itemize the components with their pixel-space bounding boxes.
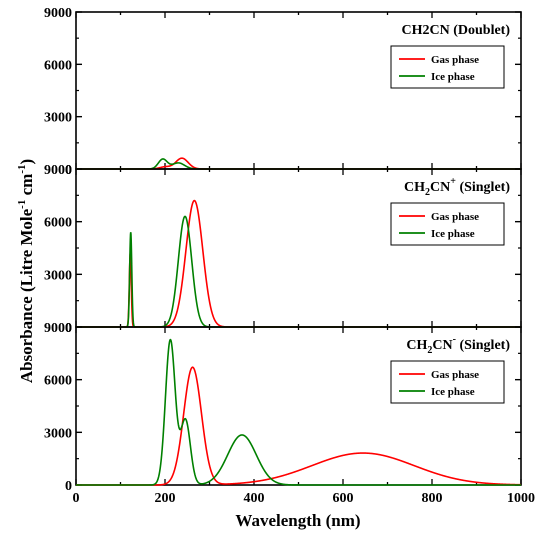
legend-label: Gas phase	[431, 54, 479, 66]
y-tick-label: 0	[65, 163, 72, 178]
x-tick-label: 800	[422, 491, 443, 506]
y-tick-label: 9000	[44, 163, 72, 178]
legend-label: Ice phase	[431, 228, 475, 240]
y-tick-label: 9000	[44, 6, 72, 21]
x-tick-label: 0	[73, 491, 80, 506]
legend-label: Gas phase	[431, 369, 479, 381]
x-tick-label: 400	[244, 491, 265, 506]
y-tick-label: 3000	[44, 111, 72, 126]
y-tick-label: 6000	[44, 216, 72, 231]
y-tick-label: 6000	[44, 374, 72, 389]
y-axis-label-text: Absorbance (Litre Mole-1 cm-1)	[16, 159, 36, 383]
legend-box	[390, 45, 505, 89]
legend-label: Ice phase	[431, 71, 475, 83]
x-tick-label: 1000	[507, 491, 535, 506]
x-tick-label: 600	[333, 491, 354, 506]
y-tick-label: 6000	[44, 58, 72, 73]
panel-title: CH2CN+ (Singlet)	[404, 176, 510, 198]
x-axis-label: Wavelength (nm)	[235, 511, 360, 530]
legend-anion: Gas phase Ice phase	[390, 360, 505, 404]
y-tick-label: 3000	[44, 426, 72, 441]
legend-box	[390, 202, 505, 246]
legend-doublet: Gas phase Ice phase	[390, 45, 505, 89]
series-line-ice	[76, 338, 521, 486]
panel-title: CH2CN- (Singlet)	[406, 334, 510, 356]
legend-label: Ice phase	[431, 386, 475, 398]
y-tick-label: 0	[65, 321, 72, 336]
legend-box	[390, 360, 505, 404]
y-tick-label: 3000	[44, 268, 72, 283]
y-axis-label: Absorbance (Litre Mole-1 cm-1)	[16, 159, 36, 383]
x-tick-label: 200	[155, 491, 176, 506]
plot-frame	[75, 326, 522, 486]
plot-frame	[75, 168, 522, 328]
y-tick-label: 0	[65, 479, 72, 494]
legend-cation: Gas phase Ice phase	[390, 202, 505, 246]
y-tick-label: 9000	[44, 321, 72, 336]
panel-title: CH2CN (Doublet)	[402, 23, 511, 38]
panel-doublet: 0 3000 6000 9000 CH2CN (Doublet) Gas phase Ice…	[44, 6, 522, 178]
panel-cation: 0 3000 6000 9000 CH2CN+ (Singlet) Gas phase Ic…	[44, 163, 522, 336]
legend-label: Gas phase	[431, 211, 479, 223]
